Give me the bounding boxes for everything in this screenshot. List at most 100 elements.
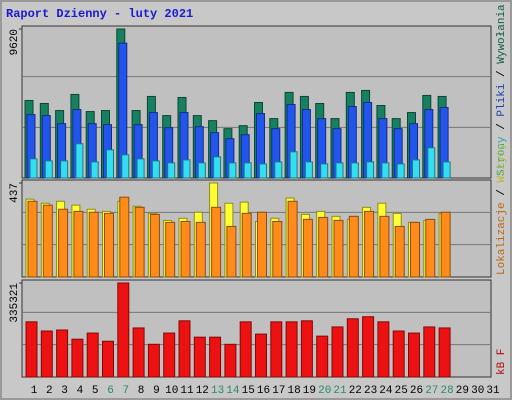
x-tick-label: 19 [303,385,316,397]
bar [60,160,69,179]
bar [289,151,298,179]
bar [408,332,420,378]
x-tick-label: 30 [471,385,484,397]
legend-entry: Strony [496,136,508,176]
x-tick-label: 31 [486,385,500,397]
bar [213,156,222,179]
bar [147,343,160,378]
x-tick-label: 14 [226,385,240,397]
bar [178,320,191,378]
bar [425,218,436,278]
bar [255,333,267,378]
x-tick-label: 26 [410,385,423,397]
x-tick-label: 25 [395,385,408,397]
bar [86,332,99,378]
bar [104,212,114,278]
bar [29,158,38,179]
bar [226,225,237,278]
bar [40,330,53,378]
bar [27,200,38,278]
bar [287,200,298,278]
bar [442,161,451,179]
x-tick-label: 27 [425,385,438,397]
legend-entry: kB F [496,349,508,375]
x-tick-label: 10 [165,385,178,397]
bar [136,158,145,179]
bar [121,154,130,179]
bar [224,343,237,378]
bar [274,161,283,179]
x-tick-label: 29 [456,385,469,397]
bar [259,163,267,179]
bar [71,338,84,378]
x-tick-label: 28 [440,385,453,397]
bar [56,329,69,378]
bar [300,320,313,378]
x-tick-label: 11 [180,385,194,397]
bar [151,160,160,179]
bar [318,216,329,278]
bar [381,162,390,179]
legend-entry: Wizyty [496,143,508,183]
bar [366,161,375,179]
bar [228,162,237,179]
bar [346,318,359,378]
bar [167,162,176,179]
bar [316,335,329,378]
x-tick-label: 15 [242,385,255,397]
bar [412,159,420,179]
x-tick-label: 6 [107,385,114,397]
bar [335,162,344,179]
bar [42,204,53,278]
bar [320,163,329,179]
legend-entry: Pliki [496,83,508,116]
bar [211,206,222,278]
bar [239,321,252,378]
x-tick-label: 3 [61,385,68,397]
legend-separator: / [496,64,508,84]
x-tick-label: 7 [122,385,129,397]
bar [392,330,405,378]
legend-entry: Wywołania [496,4,508,64]
chart-title: Raport Dzienny - luty 2021 [6,7,193,21]
x-tick-label: 24 [379,385,393,397]
bar [440,211,451,278]
bar [134,206,145,278]
bar [163,332,176,378]
bar [73,210,84,278]
y-tick-label: 9620 [9,29,21,55]
bar [75,143,84,179]
bar [180,221,191,278]
bar [350,162,359,179]
bar [88,211,99,278]
bar [209,336,222,378]
bar [149,213,160,278]
bar [272,221,283,278]
bar [348,215,359,278]
x-tick-label: 12 [196,385,209,397]
bar [106,149,114,179]
bar [304,161,313,179]
legend: Lokalizacje / Wizyty [496,143,508,275]
legend-entry: Lokalizacje [496,202,508,275]
bar [257,211,267,278]
bar [377,321,390,378]
x-tick-label: 21 [333,385,347,397]
bar [44,160,53,179]
bar [379,215,390,278]
legend-separator: / [496,183,508,203]
bar [241,212,252,278]
x-tick-label: 20 [318,385,331,397]
bar [362,316,375,378]
bar [25,321,38,378]
bar [423,326,436,378]
x-tick-label: 18 [287,385,300,397]
bar [394,225,405,278]
bar [331,326,344,378]
x-tick-label: 8 [138,385,145,397]
x-tick-label: 23 [364,385,377,397]
bar [90,161,99,179]
bar [364,210,375,278]
bar [410,221,420,278]
